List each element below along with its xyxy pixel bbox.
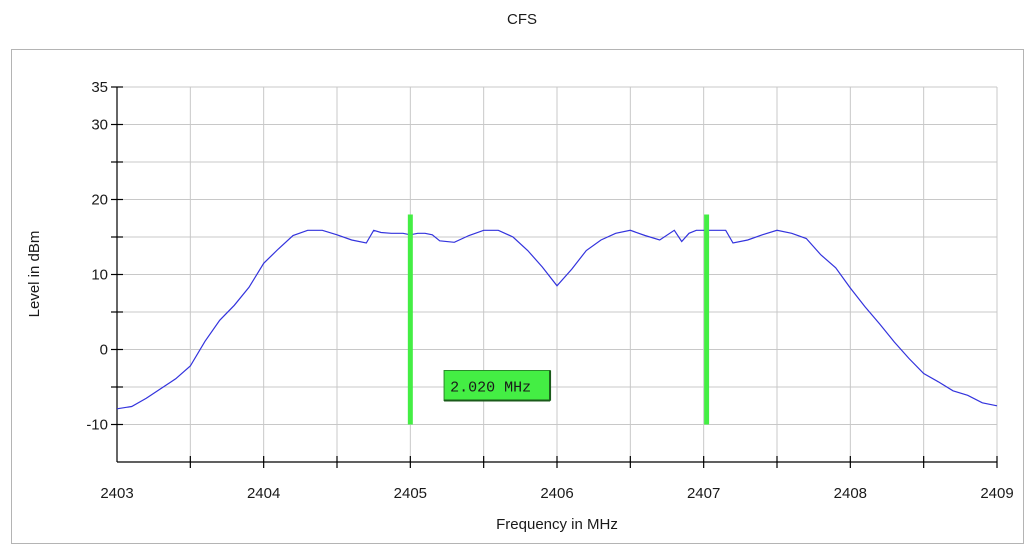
y-axis-label: Level in dBm <box>26 231 43 318</box>
annotation-label: 2.020 MHz <box>450 380 531 397</box>
series-line <box>116 229 998 410</box>
y-axis-ticks: 35 30 20 10 0 -10 <box>86 79 123 434</box>
x-tick-label: 2408 <box>834 485 867 502</box>
x-tick-label: 2403 <box>100 485 133 502</box>
series-group <box>116 229 998 410</box>
x-tick-label: 2409 <box>980 485 1013 502</box>
annotation-group: 2.020 MHz <box>443 370 552 402</box>
y-tick-label: 30 <box>91 117 108 134</box>
y-tick-label: 0 <box>100 342 108 359</box>
x-axis-label: Frequency in MHz <box>496 516 618 533</box>
chart-title: CFS <box>507 11 537 28</box>
y-tick-label: 20 <box>91 192 108 209</box>
x-tick-label: 2406 <box>540 485 573 502</box>
x-axis-ticks: 2403 2404 2405 2406 2407 2408 2409 <box>100 456 1014 502</box>
y-tick-label: 10 <box>91 267 108 284</box>
x-tick-label: 2405 <box>394 485 427 502</box>
x-tick-label: 2404 <box>247 485 280 502</box>
grid-lines <box>117 86 998 462</box>
annotation-box <box>443 370 551 401</box>
markers-group <box>407 214 710 425</box>
y-tick-label: 35 <box>91 79 108 96</box>
y-tick-label: -10 <box>86 417 108 434</box>
x-tick-label: 2407 <box>687 485 720 502</box>
